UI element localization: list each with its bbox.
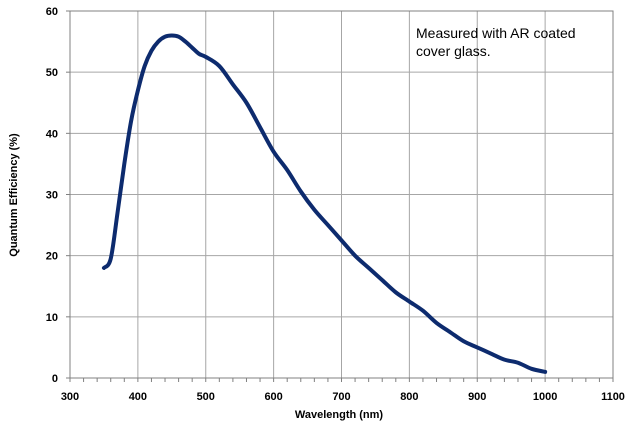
x-minor-ticks [66, 10, 614, 382]
x-tick-label-1100: 1100 [601, 391, 625, 403]
chart-annotation: Measured with AR coated cover glass. [416, 25, 579, 59]
y-tick-labels: 0 10 20 30 40 50 60 [46, 6, 58, 385]
y-tick-label-60: 60 [46, 6, 58, 18]
x-tick-label-1000: 1000 [533, 391, 557, 403]
y-tick-label-0: 0 [52, 373, 58, 385]
x-tick-labels: 300 400 500 600 700 800 900 1000 1100 [61, 391, 625, 403]
x-tick-label-900: 900 [468, 391, 486, 403]
y-tick-label-20: 20 [46, 251, 58, 263]
y-tick-label-40: 40 [46, 128, 58, 140]
annotation-line-1: Measured with AR coated [416, 25, 576, 41]
x-axis-title: Wavelength (nm) [295, 409, 384, 421]
y-tick-label-30: 30 [46, 190, 58, 202]
x-tick-label-400: 400 [129, 391, 147, 403]
y-tick-label-50: 50 [46, 67, 58, 79]
x-tick-label-800: 800 [400, 391, 418, 403]
y-axis-title: Quantum Efficiency (%) [8, 133, 20, 257]
series-layer [101, 33, 548, 374]
x-tick-label-300: 300 [61, 391, 79, 403]
annotation-line-2: cover glass. [416, 43, 491, 59]
x-tick-label-700: 700 [332, 391, 350, 403]
series-line-0 [101, 33, 548, 374]
x-tick-label-600: 600 [264, 391, 282, 403]
x-tick-label-500: 500 [197, 391, 215, 403]
y-tick-label-10: 10 [46, 312, 58, 324]
grid-lines [69, 10, 614, 379]
